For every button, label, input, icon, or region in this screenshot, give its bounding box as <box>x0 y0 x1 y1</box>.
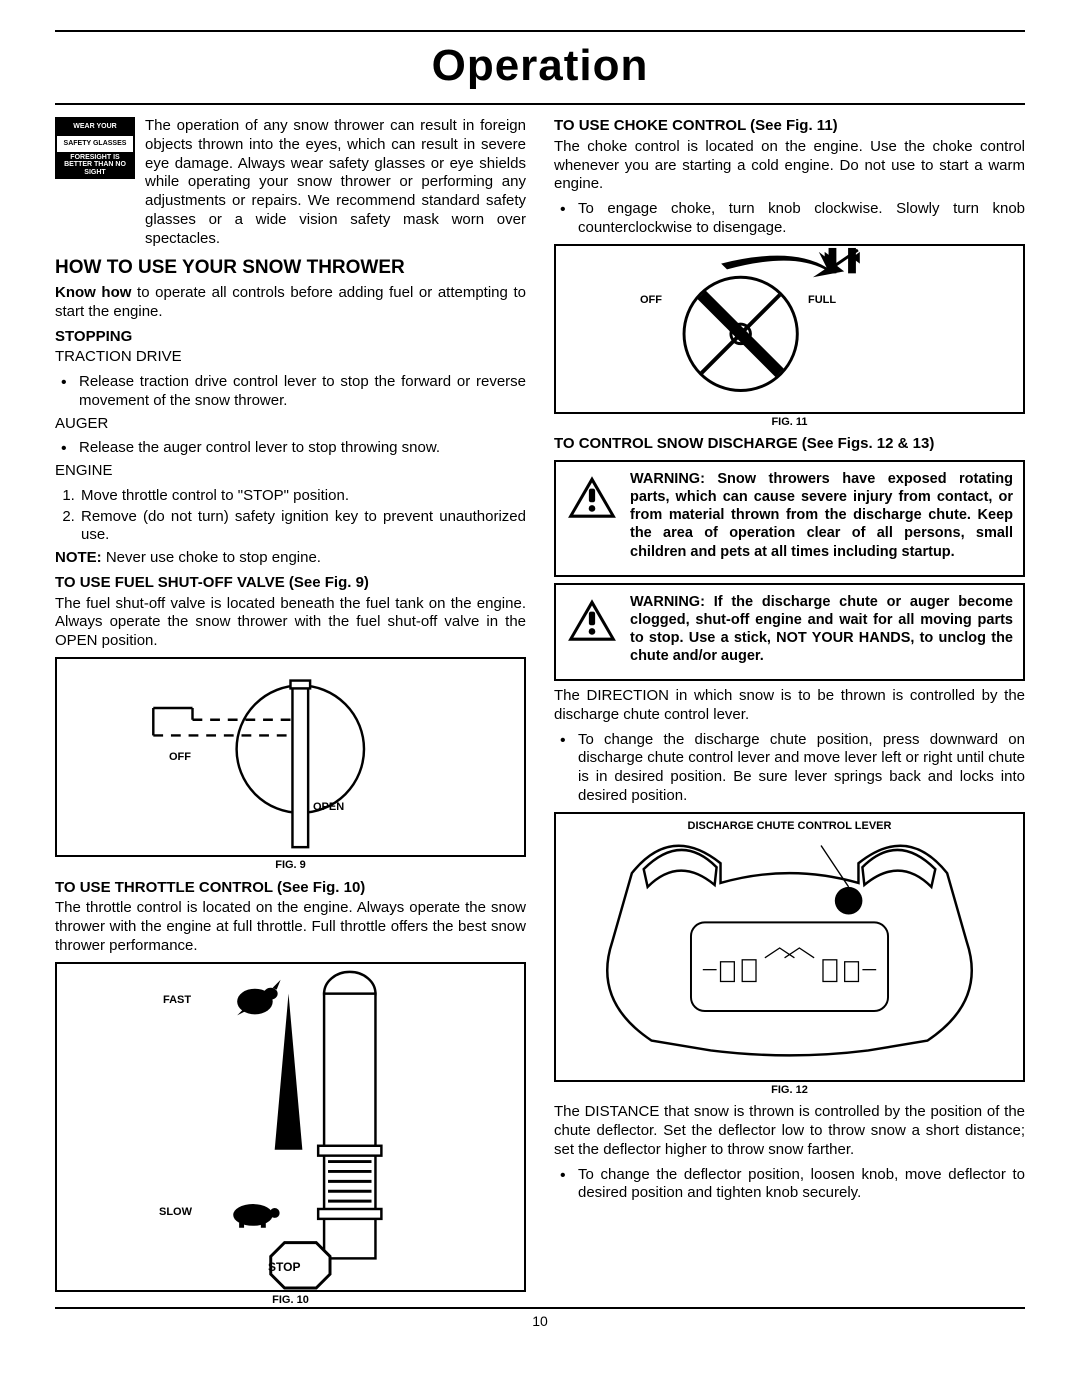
badge-line1: WEAR YOUR <box>57 119 133 135</box>
auger-bullet: Release the auger control lever to stop … <box>55 439 526 458</box>
choke-bullet: To engage choke, turn knob clockwise. Sl… <box>554 200 1025 238</box>
know-how-paragraph: Know how to operate all controls before … <box>55 284 526 322</box>
throttle-para: The throttle control is located on the e… <box>55 899 526 955</box>
note-rest: Never use choke to stop engine. <box>102 549 321 566</box>
fig9-caption: FIG. 9 <box>55 859 526 873</box>
intro-paragraph: The operation of any snow thrower can re… <box>145 117 526 248</box>
howto-heading: HOW TO USE YOUR SNOW THROWER <box>55 256 526 280</box>
fig11-off-label: OFF <box>640 294 662 308</box>
columns: WEAR YOUR SAFETY GLASSES FORESIGHT IS BE… <box>55 105 1025 1307</box>
safety-intro: WEAR YOUR SAFETY GLASSES FORESIGHT IS BE… <box>55 117 526 248</box>
warning-box-1: WARNING: Snow throwers have exposed rota… <box>554 460 1025 577</box>
choke-para: The choke control is located on the engi… <box>554 138 1025 194</box>
warning-box-2: WARNING: If the discharge chute or auger… <box>554 583 1025 682</box>
warning-icon <box>566 474 618 520</box>
safety-glasses-badge: WEAR YOUR SAFETY GLASSES FORESIGHT IS BE… <box>55 117 135 179</box>
throttle-heading: TO USE THROTTLE CONTROL (See Fig. 10) <box>55 879 526 898</box>
direction-bullet: To change the discharge chute position, … <box>554 731 1025 806</box>
know-how-label: Know how <box>55 284 131 301</box>
fig12-label: DISCHARGE CHUTE CONTROL LEVER <box>556 820 1023 833</box>
direction-para: The DIRECTION in which snow is to be thr… <box>554 687 1025 725</box>
badge-line3: FORESIGHT IS BETTER THAN NO SIGHT <box>57 153 133 177</box>
engine-step-1: Move throttle control to "STOP" position… <box>79 487 526 506</box>
fuel-valve-icon <box>57 659 524 855</box>
right-column: TO USE CHOKE CONTROL (See Fig. 11) The c… <box>554 117 1025 1307</box>
throttle-icon <box>57 964 524 1290</box>
page-number: 10 <box>55 1313 1025 1331</box>
fig11-caption: FIG. 11 <box>554 416 1025 430</box>
fuel-valve-para: The fuel shut-off valve is located benea… <box>55 595 526 651</box>
stopping-heading: STOPPING <box>55 328 526 347</box>
engine-label: ENGINE <box>55 462 526 481</box>
fig11-full-label: FULL <box>808 294 836 308</box>
fig12-caption: FIG. 12 <box>554 1084 1025 1098</box>
page-title: Operation <box>55 32 1025 105</box>
auger-label: AUGER <box>55 415 526 434</box>
choke-icon <box>556 246 1023 412</box>
badge-line2: SAFETY GLASSES <box>57 135 133 153</box>
distance-bullet: To change the deflector position, loosen… <box>554 1166 1025 1204</box>
fig10-stop-label: STOP <box>268 1260 300 1275</box>
discharge-heading: TO CONTROL SNOW DISCHARGE (See Figs. 12 … <box>554 435 1025 454</box>
left-column: WEAR YOUR SAFETY GLASSES FORESIGHT IS BE… <box>55 117 526 1307</box>
traction-label: TRACTION DRIVE <box>55 348 526 367</box>
traction-bullet: Release traction drive control lever to … <box>55 373 526 411</box>
warning-icon <box>566 597 618 643</box>
figure-10: FAST SLOW STOP <box>55 962 526 1292</box>
fig10-fast-label: FAST <box>163 994 191 1008</box>
distance-para: The DISTANCE that snow is thrown is cont… <box>554 1103 1025 1159</box>
figure-9: OFF OPEN <box>55 657 526 857</box>
fig9-open-label: OPEN <box>313 801 344 815</box>
page-frame: Operation WEAR YOUR SAFETY GLASSES FORES… <box>55 30 1025 1309</box>
fuel-valve-heading: TO USE FUEL SHUT-OFF VALVE (See Fig. 9) <box>55 574 526 593</box>
fig10-slow-label: SLOW <box>159 1206 192 1220</box>
note-label: NOTE: <box>55 549 102 566</box>
warning-1-text: WARNING: Snow throwers have exposed rota… <box>630 470 1013 561</box>
figure-11: OFF FULL <box>554 244 1025 414</box>
stopping-note: NOTE: Never use choke to stop engine. <box>55 549 526 568</box>
warning-2-text: WARNING: If the discharge chute or auger… <box>630 593 1013 666</box>
choke-heading: TO USE CHOKE CONTROL (See Fig. 11) <box>554 117 1025 136</box>
fig10-caption: FIG. 10 <box>55 1294 526 1308</box>
engine-step-2: Remove (do not turn) safety ignition key… <box>79 508 526 546</box>
figure-12: DISCHARGE CHUTE CONTROL LEVER <box>554 812 1025 1082</box>
discharge-chute-icon <box>556 814 1023 1080</box>
fig9-off-label: OFF <box>169 751 191 765</box>
